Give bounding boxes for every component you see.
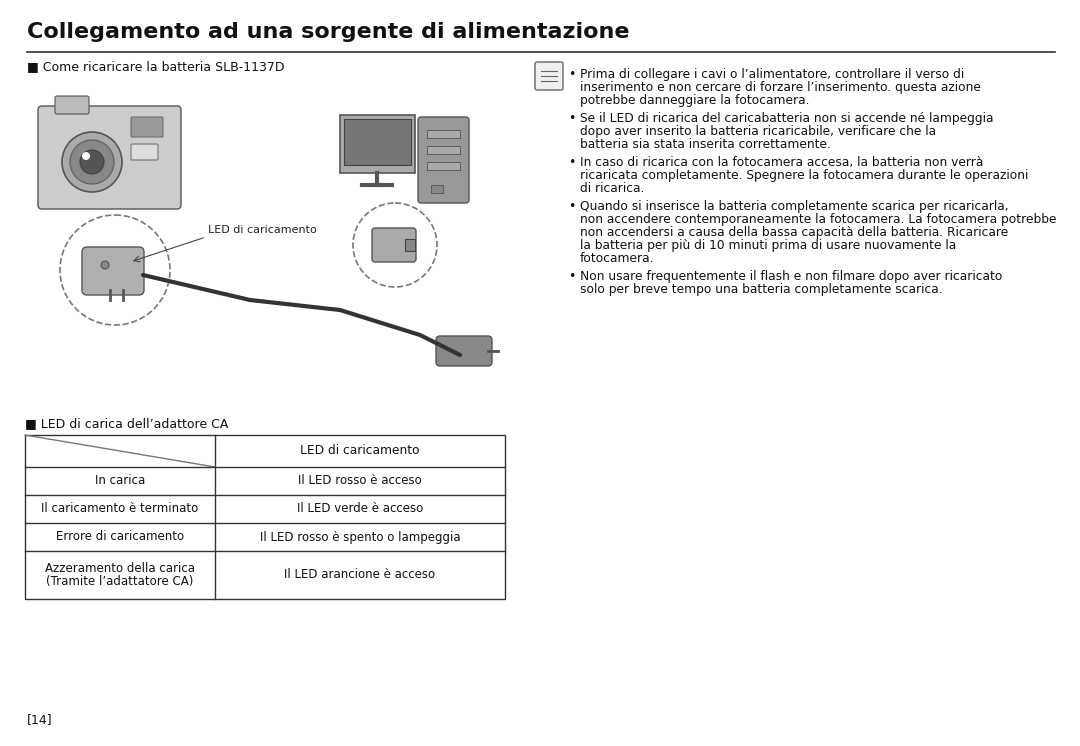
Text: Se il LED di ricarica del caricabatteria non si accende né lampeggia: Se il LED di ricarica del caricabatteria…: [580, 112, 994, 125]
Circle shape: [62, 132, 122, 192]
Text: la batteria per più di 10 minuti prima di usare nuovamente la: la batteria per più di 10 minuti prima d…: [580, 239, 956, 252]
Text: In carica: In carica: [95, 474, 145, 487]
Text: Errore di caricamento: Errore di caricamento: [56, 530, 184, 544]
Text: inserimento e non cercare di forzare l’inserimento. questa azione: inserimento e non cercare di forzare l’i…: [580, 81, 981, 94]
Text: [14]: [14]: [27, 713, 53, 726]
Text: di ricarica.: di ricarica.: [580, 182, 645, 195]
Circle shape: [70, 140, 114, 184]
FancyBboxPatch shape: [418, 117, 469, 203]
Text: ■ Come ricaricare la batteria SLB-1137D: ■ Come ricaricare la batteria SLB-1137D: [27, 60, 284, 73]
FancyBboxPatch shape: [55, 96, 89, 114]
Text: ■ LED di carica dell’adattore CA: ■ LED di carica dell’adattore CA: [25, 417, 228, 430]
FancyBboxPatch shape: [340, 115, 415, 173]
Text: Il LED arancione è acceso: Il LED arancione è acceso: [284, 568, 435, 581]
Text: LED di caricamento: LED di caricamento: [300, 445, 420, 457]
Text: Collegamento ad una sorgente di alimentazione: Collegamento ad una sorgente di alimenta…: [27, 22, 630, 42]
Text: •: •: [568, 270, 576, 283]
FancyBboxPatch shape: [405, 239, 415, 251]
Text: •: •: [568, 68, 576, 81]
Text: batteria sia stata inserita correttamente.: batteria sia stata inserita correttament…: [580, 138, 831, 151]
Text: non accendere contemporaneamente la fotocamera. La fotocamera potrebbe: non accendere contemporaneamente la foto…: [580, 213, 1056, 226]
Text: ricaricata completamente. Spegnere la fotocamera durante le operazioni: ricaricata completamente. Spegnere la fo…: [580, 169, 1028, 182]
FancyBboxPatch shape: [436, 336, 492, 366]
Text: •: •: [568, 112, 576, 125]
FancyBboxPatch shape: [131, 117, 163, 137]
Text: Prima di collegare i cavi o l’alimentatore, controllare il verso di: Prima di collegare i cavi o l’alimentato…: [580, 68, 964, 81]
Text: Azzeramento della carica: Azzeramento della carica: [45, 562, 195, 575]
Text: LED di caricamento: LED di caricamento: [208, 225, 316, 235]
Text: solo per breve tempo una batteria completamente scarica.: solo per breve tempo una batteria comple…: [580, 283, 943, 296]
Text: Il LED verde è acceso: Il LED verde è acceso: [297, 503, 423, 515]
Bar: [25, 435, 505, 599]
FancyBboxPatch shape: [372, 228, 416, 262]
Text: Quando si inserisce la batteria completamente scarica per ricaricarla,: Quando si inserisce la batteria completa…: [580, 200, 1009, 213]
Circle shape: [82, 152, 90, 160]
Text: Il caricamento è terminato: Il caricamento è terminato: [41, 503, 199, 515]
FancyBboxPatch shape: [427, 146, 460, 154]
Text: potrebbe danneggiare la fotocamera.: potrebbe danneggiare la fotocamera.: [580, 94, 810, 107]
FancyBboxPatch shape: [427, 162, 460, 170]
Text: •: •: [568, 156, 576, 169]
FancyBboxPatch shape: [345, 119, 411, 165]
Circle shape: [102, 261, 109, 269]
FancyBboxPatch shape: [82, 247, 144, 295]
FancyBboxPatch shape: [431, 185, 443, 193]
FancyBboxPatch shape: [427, 130, 460, 138]
FancyBboxPatch shape: [38, 106, 181, 209]
Text: Il LED rosso è spento o lampeggia: Il LED rosso è spento o lampeggia: [259, 530, 460, 544]
Text: •: •: [568, 200, 576, 213]
Text: (Tramite l’adattatore CA): (Tramite l’adattatore CA): [46, 575, 193, 588]
Text: Il LED rosso è acceso: Il LED rosso è acceso: [298, 474, 422, 487]
Text: Non usare frequentemente il flash e non filmare dopo aver ricaricato: Non usare frequentemente il flash e non …: [580, 270, 1002, 283]
Text: dopo aver inserito la batteria ricaricabile, verificare che la: dopo aver inserito la batteria ricaricab…: [580, 125, 936, 138]
FancyBboxPatch shape: [535, 62, 563, 90]
Text: non accendersi a causa della bassa capacità della batteria. Ricaricare: non accendersi a causa della bassa capac…: [580, 226, 1009, 239]
Text: fotocamera.: fotocamera.: [580, 252, 654, 265]
Circle shape: [80, 150, 104, 174]
Text: In caso di ricarica con la fotocamera accesa, la batteria non verrà: In caso di ricarica con la fotocamera ac…: [580, 156, 984, 169]
FancyBboxPatch shape: [131, 144, 158, 160]
